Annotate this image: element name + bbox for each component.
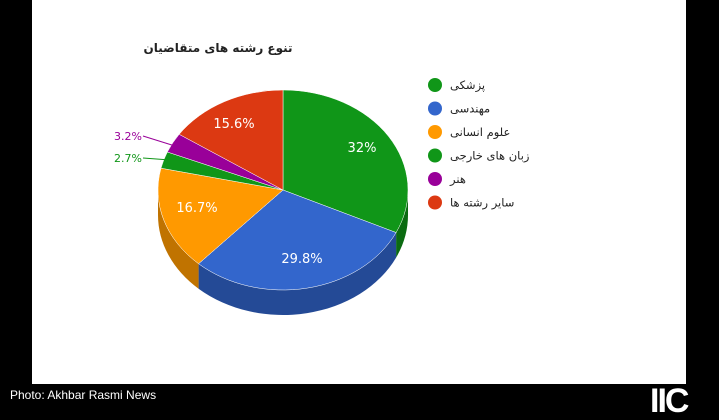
leader-line	[142, 135, 176, 147]
logo: IIC	[650, 382, 689, 420]
legend-label: هنر	[449, 172, 466, 187]
legend-marker	[428, 101, 442, 116]
pie-side-0	[396, 190, 408, 258]
legend-marker	[428, 125, 442, 139]
slice-label: 2.7%	[114, 152, 142, 165]
legend-label: مهندسی	[450, 102, 490, 116]
pie-side-2	[158, 190, 199, 289]
slice-label: 29.8%	[281, 252, 322, 267]
legend-marker	[428, 195, 442, 210]
legend-label: زبان های خارجی	[450, 149, 529, 164]
legend-marker	[428, 172, 442, 186]
legend-marker	[428, 78, 442, 92]
legend-label: سایر رشته ها	[450, 196, 514, 211]
pie-slice[interactable]	[178, 89, 284, 191]
chart-title: تنوع رشته های متقاضیان	[143, 41, 292, 56]
pie-slice[interactable]	[157, 167, 284, 265]
pie-chart: تنوع رشته های متقاضیان 32% 29.8% 16.7% 2.7%…	[114, 41, 529, 316]
legend-label: پزشکی	[450, 78, 485, 93]
leader-line	[142, 157, 171, 161]
pie-side-1	[198, 232, 397, 316]
slice-label: 32%	[348, 141, 377, 156]
legend-label: علوم انسانی	[450, 125, 510, 140]
slice-label: 3.2%	[114, 130, 142, 143]
slice-label: 15.6%	[213, 117, 254, 132]
photo-caption: Photo: Akhbar Rasmi News	[10, 388, 157, 402]
legend-marker	[428, 148, 442, 163]
pie-slice[interactable]	[282, 89, 409, 233]
pie-slice[interactable]	[198, 189, 397, 291]
slice-label: 16.7%	[176, 201, 217, 216]
